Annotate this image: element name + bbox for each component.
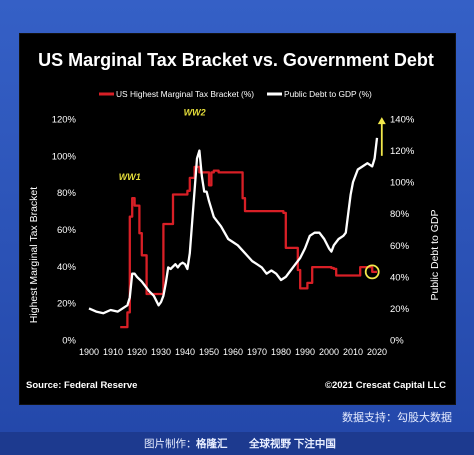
legend: US Highest Marginal Tax Bracket (%) Publ…: [99, 89, 372, 99]
tax-bracket-line: [120, 165, 377, 329]
source-label: Source: Federal Reserve: [26, 380, 137, 391]
y-right-tick-label: 20%: [390, 304, 410, 315]
slogan: 全球视野 下注中国: [249, 438, 336, 450]
y-right-tick-label: 120%: [390, 146, 415, 157]
x-tick-label: 1930: [151, 347, 171, 357]
y-left-tick-label: 40%: [57, 262, 77, 273]
y-left-tick-label: 60%: [57, 225, 77, 236]
y-right-tick-label: 0%: [390, 336, 404, 347]
brand-logo: 格隆汇: [196, 438, 228, 450]
arrow-up-icon: [377, 117, 386, 125]
x-tick-label: 1910: [103, 347, 123, 357]
y-left-tick-label: 80%: [57, 188, 77, 199]
x-tick-label: 1970: [247, 347, 267, 357]
y-right-tick-label: 40%: [390, 272, 410, 283]
y-right-tick-label: 60%: [390, 241, 410, 252]
footer-band: [0, 432, 474, 455]
made-by-label: 图片制作：: [144, 438, 197, 450]
annotation-layer: WW1 WW2: [119, 107, 386, 280]
y-axis-left-ticks: 0% 20% 40% 60% 80% 100% 120%: [52, 115, 77, 347]
y-right-tick-label: 100%: [390, 178, 415, 189]
highlight-circle: [364, 264, 380, 280]
y-right-tick-label: 140%: [390, 115, 415, 126]
y-axis-left-label: Highest Marginal Tax Bracket: [28, 187, 40, 323]
y-axis-right-label: Public Debt to GDP: [429, 209, 441, 300]
debt-to-gdp-line: [88, 137, 379, 315]
copyright-label: ©2021 Crescat Capital LLC: [325, 380, 446, 391]
x-tick-label: 2010: [343, 347, 363, 357]
y-axis-right-ticks: 0% 20% 40% 60% 80% 100% 120% 140%: [390, 115, 415, 347]
x-axis-ticks: 1900 1910 1920 1930 1940 1950 1960 1970 1980 1990…: [79, 347, 387, 357]
annotation-label: WW1: [119, 172, 141, 182]
y-left-tick-label: 120%: [52, 115, 77, 126]
x-tick-label: 1950: [199, 347, 219, 357]
x-tick-label: 1990: [295, 347, 315, 357]
chart-title: US Marginal Tax Bracket vs. Government D…: [38, 50, 434, 70]
x-tick-label: 1920: [127, 347, 147, 357]
annotation-label: WW2: [184, 107, 206, 117]
x-tick-label: 1900: [79, 347, 99, 357]
x-tick-label: 1960: [223, 347, 243, 357]
y-left-tick-label: 0%: [62, 336, 76, 347]
y-left-tick-label: 20%: [57, 299, 77, 310]
legend-tax-label: US Highest Marginal Tax Bracket (%): [116, 89, 254, 99]
y-right-tick-label: 80%: [390, 209, 410, 220]
x-tick-label: 1940: [175, 347, 195, 357]
series-layer: [88, 137, 379, 329]
data-credit: 数据支持：勾股大数据: [342, 412, 452, 424]
x-tick-label: 1980: [271, 347, 291, 357]
legend-debt-label: Public Debt to GDP (%): [284, 89, 372, 99]
chart-panel: [19, 33, 456, 405]
y-left-tick-label: 100%: [52, 151, 77, 162]
x-tick-label: 2020: [367, 347, 387, 357]
chart-canvas: US Marginal Tax Bracket vs. Government D…: [26, 50, 446, 391]
x-tick-label: 2000: [319, 347, 339, 357]
